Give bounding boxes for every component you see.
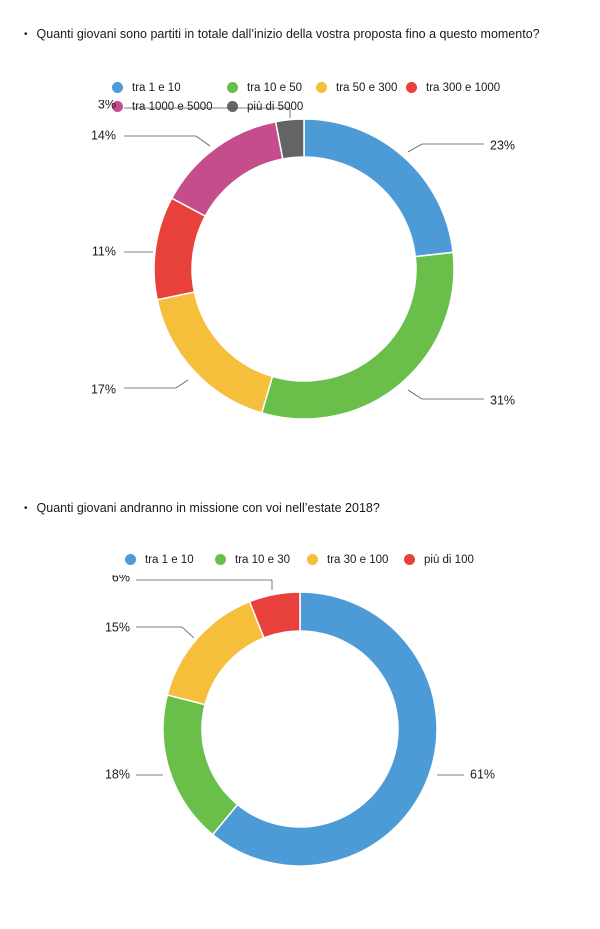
legend-label: più di 5000 (247, 100, 304, 113)
donut-slice (248, 591, 301, 639)
data-label: 15% (105, 620, 130, 634)
leader-line (124, 107, 291, 118)
legend-item: tra 10 e 50 (227, 78, 316, 97)
legend-item: tra 10 e 30 (215, 550, 307, 569)
donut-slice (211, 591, 438, 867)
legend-item: tra 30 e 100 (307, 550, 404, 569)
data-label: 6% (112, 575, 130, 584)
donut-slice (162, 694, 239, 836)
data-label: 11% (92, 244, 116, 258)
legend-swatch (125, 554, 136, 565)
donut-slice (260, 251, 455, 420)
data-label: 18% (105, 767, 130, 781)
question-2-text: Quanti giovani andranno in missione con … (36, 501, 380, 515)
legend-item: tra 1 e 10 (125, 550, 215, 569)
data-label: 14% (91, 128, 116, 142)
legend-label: tra 1 e 10 (132, 81, 181, 94)
leader-line (124, 379, 189, 389)
legend-label: tra 10 e 50 (247, 81, 302, 94)
data-label: 31% (490, 393, 515, 407)
question-1: • Quanti giovani sono partiti in totale … (24, 27, 540, 41)
leader-line (407, 389, 484, 400)
legend-swatch (404, 554, 415, 565)
donut-chart-2: 61% 18% 15% 6% (105, 575, 495, 867)
legend-1: tra 1 e 10 tra 10 e 50 tra 50 e 300 tra … (112, 78, 532, 116)
bullet: • (24, 502, 28, 514)
legend-swatch (215, 554, 226, 565)
legend-item: più di 5000 (227, 97, 337, 116)
leader-line (407, 143, 484, 153)
question-1-text: Quanti giovani sono partiti in totale da… (36, 27, 540, 41)
legend-item: più di 100 (404, 550, 494, 569)
legend-label: tra 1000 e 5000 (132, 100, 213, 113)
legend-label: tra 30 e 100 (327, 553, 389, 566)
legend-label: tra 10 e 30 (235, 553, 290, 566)
donut-slice (274, 118, 305, 160)
legend-item: tra 50 e 300 (316, 78, 406, 97)
legend-swatch (227, 101, 238, 112)
bullet: • (24, 28, 28, 40)
data-label: 61% (470, 767, 495, 781)
legend-swatch (112, 101, 123, 112)
question-2: • Quanti giovani andranno in missione co… (24, 501, 380, 515)
legend-item: tra 1000 e 5000 (112, 97, 227, 116)
data-label: 3% (98, 100, 116, 111)
legend-item: tra 1 e 10 (112, 78, 227, 97)
legend-swatch (406, 82, 417, 93)
legend-2: tra 1 e 10 tra 10 e 30 tra 30 e 100 più … (125, 550, 565, 569)
donut-slice (156, 291, 274, 414)
legend-swatch (307, 554, 318, 565)
legend-label: tra 300 e 1000 (426, 81, 501, 94)
donut-chart-1: 23% 31% 17% 11% 14% 3% (91, 100, 515, 420)
legend-swatch (316, 82, 327, 93)
data-label: 23% (490, 138, 515, 152)
donut-slice (153, 197, 207, 301)
data-label: 17% (91, 382, 116, 396)
leader-line (124, 135, 211, 147)
legend-label: tra 1 e 10 (145, 553, 194, 566)
donut-slice (166, 600, 265, 706)
leader-line (136, 579, 273, 590)
legend-label: tra 50 e 300 (336, 81, 398, 94)
legend-swatch (227, 82, 238, 93)
legend-swatch (112, 82, 123, 93)
legend-item: tra 300 e 1000 (406, 78, 516, 97)
leader-line (136, 626, 195, 639)
legend-label: più di 100 (424, 553, 474, 566)
donut-slice (303, 118, 454, 258)
